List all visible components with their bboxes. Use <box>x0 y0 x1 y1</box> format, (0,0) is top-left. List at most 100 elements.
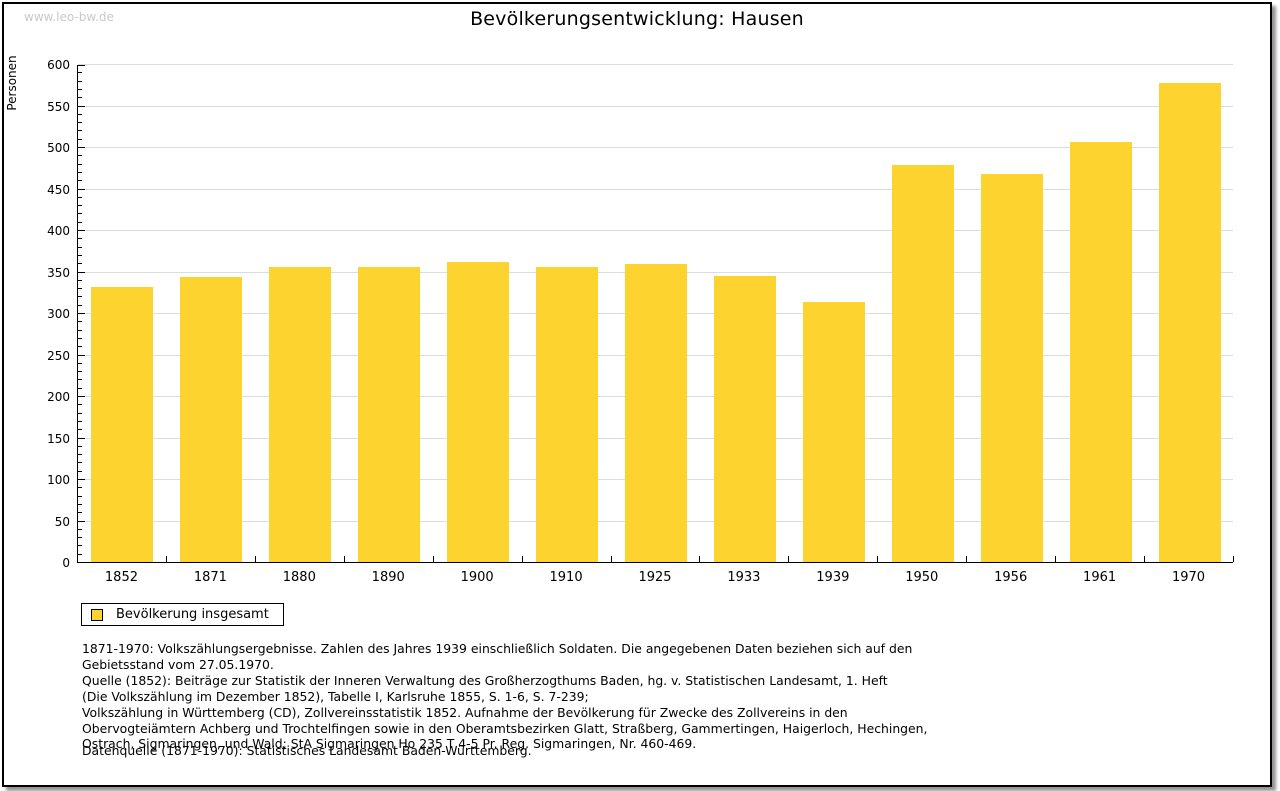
plot-area <box>77 64 1234 563</box>
x-tick-12 <box>1144 556 1146 562</box>
y-label-0: 0 <box>62 556 70 570</box>
y-minor-tick-530 <box>78 122 82 124</box>
gridline-450 <box>78 188 1233 190</box>
x-tick-5 <box>521 556 523 562</box>
x-label-1925: 1925 <box>638 570 672 585</box>
y-minor-tick-590 <box>78 72 82 74</box>
bar-1871 <box>180 277 243 562</box>
y-label-550: 550 <box>47 99 70 114</box>
x-tick-7 <box>699 556 701 562</box>
watermark: www.leo-bw.de <box>24 10 114 24</box>
x-label-1933: 1933 <box>727 570 761 585</box>
y-major-tick-200 <box>78 396 85 397</box>
y-minor-tick-580 <box>78 80 82 82</box>
y-label-400: 400 <box>47 224 70 238</box>
bar-1852 <box>91 287 154 562</box>
y-minor-tick-280 <box>78 329 82 331</box>
bar-1910 <box>536 267 599 562</box>
y-minor-tick-370 <box>78 254 82 256</box>
y-minor-tick-90 <box>78 487 82 489</box>
x-label-1970: 1970 <box>1171 570 1206 585</box>
y-major-tick-250 <box>78 354 85 356</box>
y-minor-tick-360 <box>78 263 82 265</box>
y-minor-tick-380 <box>78 246 82 248</box>
y-axis-title: Personen <box>5 55 19 111</box>
y-major-tick-450 <box>78 188 85 190</box>
y-major-tick-150 <box>78 437 85 439</box>
y-minor-tick-540 <box>78 113 82 115</box>
x-label-1871: 1871 <box>193 570 227 585</box>
y-minor-tick-310 <box>78 304 82 306</box>
bar-1880 <box>269 267 332 562</box>
y-label-450: 450 <box>47 182 70 197</box>
y-minor-tick-520 <box>78 130 82 132</box>
bar-1890 <box>358 266 421 562</box>
x-tick-2 <box>254 556 256 562</box>
x-label-1852: 1852 <box>104 570 138 585</box>
legend-label: Bevölkerung insgesamt <box>116 607 269 622</box>
y-minor-tick-320 <box>78 296 82 298</box>
x-tick-10 <box>966 556 968 562</box>
y-label-150: 150 <box>47 431 70 446</box>
x-label-1939: 1939 <box>816 570 850 585</box>
y-minor-tick-460 <box>78 180 82 182</box>
bar-1950 <box>891 165 954 562</box>
x-tick-8 <box>788 556 790 562</box>
datasource-line: Datenquelle (1871-1970): Statistisches L… <box>82 743 532 758</box>
legend-swatch-icon <box>91 608 103 621</box>
y-minor-tick-260 <box>78 346 82 348</box>
y-major-tick-50 <box>78 520 85 522</box>
x-label-1890: 1890 <box>371 570 405 585</box>
x-label-1950: 1950 <box>905 570 939 585</box>
y-major-tick-300 <box>78 313 85 314</box>
y-minor-tick-220 <box>78 379 82 381</box>
y-major-tick-500 <box>78 147 85 148</box>
x-label-1900: 1900 <box>460 570 494 585</box>
y-minor-tick-560 <box>78 97 82 99</box>
bar-1956 <box>980 173 1043 562</box>
y-label-500: 500 <box>47 141 70 155</box>
y-minor-tick-430 <box>78 205 82 207</box>
gridline-400 <box>78 230 1233 231</box>
y-label-300: 300 <box>47 307 70 321</box>
y-minor-tick-570 <box>78 88 82 90</box>
x-label-1961: 1961 <box>1083 570 1117 585</box>
gridline-500 <box>78 147 1233 148</box>
y-minor-tick-470 <box>78 171 82 173</box>
y-minor-tick-240 <box>78 362 82 364</box>
y-minor-tick-340 <box>78 279 82 281</box>
bar-1961 <box>1069 142 1132 562</box>
page-title: Bevölkerungsentwicklung: Hausen <box>470 8 804 30</box>
y-minor-tick-70 <box>78 503 82 505</box>
y-minor-tick-120 <box>78 462 82 464</box>
bar-1970 <box>1158 83 1221 562</box>
x-tick-11 <box>1055 556 1057 562</box>
y-minor-tick-190 <box>78 404 82 406</box>
y-minor-tick-510 <box>78 138 82 140</box>
y-major-tick-400 <box>78 230 85 231</box>
y-minor-tick-160 <box>78 429 82 431</box>
y-major-tick-600 <box>78 65 85 66</box>
y-minor-tick-20 <box>78 545 82 547</box>
y-minor-tick-270 <box>78 337 82 339</box>
footnotes: 1871-1970: Volkszählungsergebnisse. Zahl… <box>82 641 928 752</box>
x-tick-4 <box>432 556 434 562</box>
y-minor-tick-140 <box>78 445 82 447</box>
y-label-200: 200 <box>47 390 70 404</box>
y-minor-tick-110 <box>78 470 82 472</box>
x-tick-13 <box>1233 556 1234 562</box>
x-tick-3 <box>343 556 345 562</box>
gridline-550 <box>78 105 1233 107</box>
y-minor-tick-10 <box>78 553 82 555</box>
y-minor-tick-440 <box>78 196 82 198</box>
y-minor-tick-80 <box>78 495 82 497</box>
y-minor-tick-40 <box>78 528 82 530</box>
y-minor-tick-410 <box>78 221 82 223</box>
y-minor-tick-30 <box>78 537 82 539</box>
legend: Bevölkerung insgesamt <box>81 603 284 626</box>
bar-1933 <box>713 276 776 562</box>
y-minor-tick-420 <box>78 213 82 215</box>
gridline-600 <box>78 64 1233 65</box>
y-major-tick-350 <box>78 271 85 273</box>
